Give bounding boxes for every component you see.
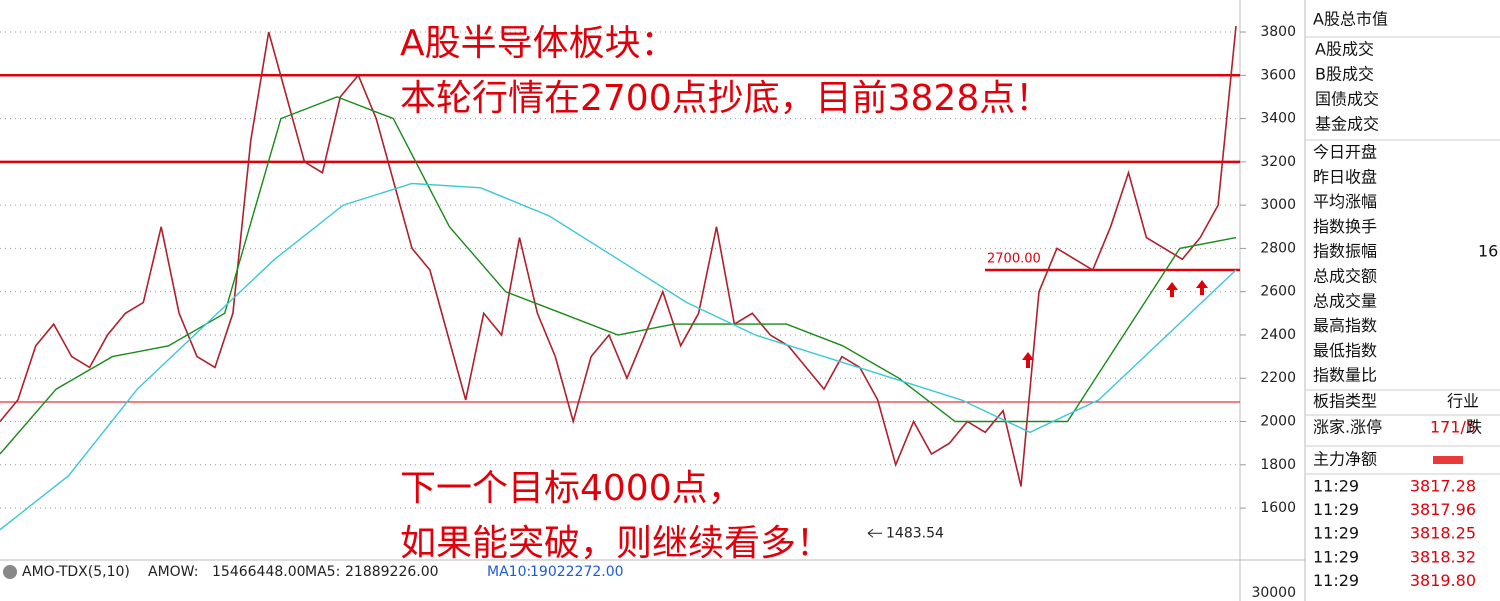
panel-value: 行业	[1447, 392, 1479, 411]
tick-price: 3818.32	[1410, 547, 1476, 566]
y-tick-label: 3600	[1260, 67, 1296, 83]
y-tick-label: 2800	[1260, 240, 1296, 256]
indicator-value: 15466448.00	[212, 564, 306, 580]
y-tick-label: 3800	[1260, 24, 1296, 40]
tick-time: 11:29	[1313, 500, 1359, 519]
y-tick-label: 2400	[1260, 327, 1296, 343]
up-arrow	[1022, 352, 1034, 368]
panel-partial: 16	[1478, 242, 1498, 261]
panel-row: 最低指数	[1313, 341, 1377, 360]
indicator-toggle	[3, 565, 17, 579]
y-tick-label: 3000	[1260, 197, 1296, 213]
info-panel: A股总市值 A股成交 B股成交国债成交基金成交今日开盘昨日收盘平均涨幅指数换手指数振…	[1305, 10, 1500, 590]
indicator-value: 19022272.00	[530, 564, 624, 580]
indicator-value: 21889226.00	[345, 564, 439, 580]
tick-price: 3819.80	[1410, 571, 1476, 590]
annotation: A股半导体板块：	[400, 23, 677, 64]
tick-time: 11:29	[1313, 547, 1359, 566]
y-tick-label: 1800	[1260, 457, 1296, 473]
indicator-tick: 30000	[1251, 585, 1296, 601]
panel-value: 跌	[1466, 418, 1482, 437]
tick-price: 3817.96	[1410, 500, 1476, 519]
indicator-name: MA10:	[487, 564, 531, 580]
panel-row: 指数量比	[1313, 366, 1377, 385]
annotation: 如果能突破，则继续看多！	[400, 523, 832, 564]
panel-value: 171/5	[1430, 418, 1476, 437]
y-tick-label: 2000	[1260, 414, 1296, 430]
annotation: 本轮行情在2700点抄底，目前3828点！	[400, 78, 1051, 119]
series-line	[0, 25, 1237, 487]
panel-row: 平均涨幅	[1313, 192, 1377, 211]
panel-row: 涨家.涨停	[1313, 418, 1382, 437]
indicator-name: AMOW:	[148, 564, 198, 580]
up-arrow	[1166, 282, 1178, 297]
up-arrow	[1196, 280, 1208, 295]
tick-time: 11:29	[1313, 571, 1359, 590]
low-label: 1483.54	[886, 525, 944, 541]
panel-row: 最高指数	[1313, 316, 1377, 335]
panel-row: 板指类型	[1313, 392, 1377, 411]
chart: 1600 1800 2000 2200 2400 2600 2800 3000 3200 3400…	[0, 23, 1296, 601]
panel-row: 指数振幅	[1313, 242, 1377, 261]
panel-row: 基金成交	[1315, 115, 1379, 134]
panel-row: 总成交额	[1313, 267, 1377, 286]
panel-row: A股总市值	[1313, 10, 1388, 29]
level-label: 2700.00	[987, 252, 1041, 267]
low-pointer	[867, 528, 882, 538]
panel-row: 总成交量	[1313, 291, 1377, 310]
y-tick-label: 1600	[1260, 500, 1296, 516]
tick-price: 3817.28	[1410, 477, 1476, 496]
series-line	[0, 182, 1237, 531]
indicator-label: AMO-TDX(5,10)	[22, 564, 130, 580]
panel-row: 今日开盘	[1313, 143, 1377, 162]
annotation: 下一个目标4000点，	[400, 468, 744, 509]
y-tick-label: 2200	[1260, 370, 1296, 386]
tick-price: 3818.25	[1410, 524, 1476, 543]
y-tick-label: 3400	[1260, 111, 1296, 127]
indicator-name: MA5:	[305, 564, 340, 580]
panel-row: 指数换手	[1313, 217, 1377, 236]
panel-row: B股成交	[1315, 65, 1374, 84]
y-tick-label: 2600	[1260, 284, 1296, 300]
tick-time: 11:29	[1313, 524, 1359, 543]
panel-row: 主力净额	[1313, 450, 1377, 469]
panel-row: A股成交	[1315, 40, 1374, 59]
y-tick-label: 3200	[1260, 154, 1296, 170]
panel-row: 国债成交	[1315, 90, 1379, 109]
panel-row: 昨日收盘	[1313, 167, 1377, 186]
flow-bar	[1433, 456, 1463, 464]
tick-time: 11:29	[1313, 477, 1359, 496]
